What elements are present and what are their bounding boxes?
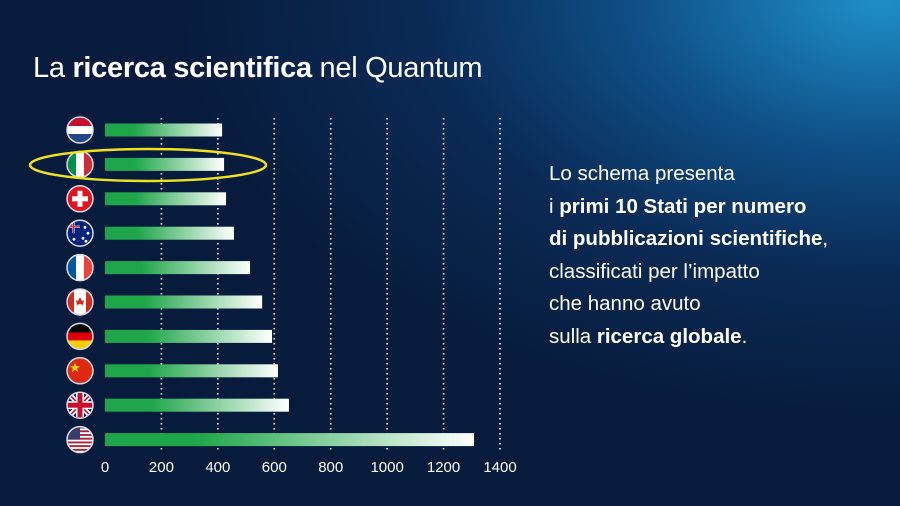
flag-border bbox=[66, 425, 94, 454]
title-part: ricerca scientifica bbox=[72, 52, 312, 84]
flag-icon bbox=[67, 255, 93, 281]
description-line: di pubblicazioni scientifiche, bbox=[549, 223, 828, 256]
x-tick-label: 800 bbox=[318, 459, 343, 476]
x-tick-label: 1200 bbox=[427, 459, 460, 476]
x-tick-label: 0 bbox=[101, 459, 109, 476]
flag-part bbox=[76, 255, 84, 281]
description-text: i bbox=[549, 194, 560, 218]
flag-part bbox=[67, 443, 93, 446]
flag-part bbox=[73, 220, 74, 234]
flag-part bbox=[67, 134, 93, 143]
title-part: nel Quantum bbox=[319, 52, 483, 84]
description-line: che hanno avuto bbox=[549, 288, 828, 321]
highlight-ring bbox=[28, 147, 268, 183]
flag-part bbox=[81, 236, 85, 240]
flag-part bbox=[76, 151, 84, 177]
description-line: Lo schema presenta bbox=[549, 158, 828, 191]
description-text: sulla bbox=[549, 324, 597, 348]
flag-part bbox=[76, 297, 84, 305]
x-tick-label: 600 bbox=[262, 459, 287, 476]
flag-icon bbox=[67, 117, 93, 143]
title-part: La bbox=[33, 52, 65, 84]
flag-border bbox=[66, 185, 94, 213]
flag-part bbox=[67, 332, 93, 341]
flag-part bbox=[67, 323, 93, 333]
x-tick-label: 1400 bbox=[483, 459, 516, 476]
description: Lo schema presenta i primi 10 Stati per n… bbox=[549, 158, 828, 353]
flag-part bbox=[67, 151, 76, 177]
flag-part bbox=[67, 447, 93, 449]
flag-border bbox=[66, 253, 94, 282]
flag-part bbox=[67, 450, 93, 453]
bar bbox=[105, 192, 227, 206]
bar bbox=[105, 123, 223, 137]
bar bbox=[105, 295, 263, 309]
description-text: primi 10 Stati per numero bbox=[559, 194, 807, 218]
flag-part bbox=[67, 255, 76, 281]
description-text: , bbox=[822, 227, 829, 250]
flag-part bbox=[67, 289, 74, 315]
bar bbox=[105, 157, 225, 171]
x-tick-label: 200 bbox=[149, 459, 174, 476]
flag-border bbox=[66, 357, 94, 385]
flag-part bbox=[86, 289, 93, 315]
flag-part bbox=[84, 151, 93, 177]
bar bbox=[105, 226, 234, 240]
flag-part bbox=[84, 239, 88, 243]
description-text: che hanno avuto bbox=[549, 292, 701, 315]
flag-part bbox=[72, 196, 88, 202]
flag-border bbox=[66, 219, 94, 247]
bar bbox=[105, 261, 251, 275]
flag-icon bbox=[67, 151, 93, 177]
flag-icon bbox=[67, 186, 93, 212]
description-line: sulla ricerca globale. bbox=[549, 321, 828, 354]
description-text: Lo schema presenta bbox=[549, 162, 735, 185]
flag-border bbox=[66, 116, 94, 144]
bar bbox=[105, 433, 475, 447]
flag-icon bbox=[67, 289, 93, 315]
bar bbox=[105, 398, 289, 412]
flag-part bbox=[77, 392, 83, 418]
description-text: ricerca globale bbox=[596, 324, 742, 348]
flag-border bbox=[66, 322, 94, 351]
bar bbox=[105, 364, 278, 378]
x-tick-label: 400 bbox=[205, 459, 230, 476]
flag-border bbox=[66, 288, 94, 316]
flag-part bbox=[67, 126, 93, 134]
flag-part bbox=[86, 231, 90, 235]
flag-part bbox=[67, 441, 93, 444]
flag-part bbox=[67, 340, 93, 349]
flag-part bbox=[67, 448, 93, 451]
description-line: i primi 10 Stati per numero bbox=[549, 191, 828, 224]
flag-border bbox=[66, 391, 94, 419]
flag-part bbox=[83, 225, 87, 229]
flag-part bbox=[67, 117, 93, 126]
flag-part bbox=[84, 255, 93, 281]
x-tick-label: 1000 bbox=[370, 459, 403, 476]
flag-part bbox=[67, 358, 93, 384]
bar bbox=[105, 329, 273, 343]
description-line: classificati per l’impatto bbox=[549, 256, 828, 289]
flag-part bbox=[67, 439, 93, 442]
chart-title: La ricerca scientifica nel Quantum bbox=[33, 52, 483, 85]
description-text: . bbox=[741, 324, 748, 348]
flag-part bbox=[70, 362, 80, 372]
flag-icon bbox=[67, 358, 93, 384]
description-text: classificati per l’impatto bbox=[549, 259, 760, 283]
flag-part bbox=[72, 237, 76, 241]
flag-part bbox=[67, 445, 93, 448]
description-text: di pubblicazioni scientifiche bbox=[549, 227, 823, 250]
flag-icon bbox=[67, 323, 93, 349]
